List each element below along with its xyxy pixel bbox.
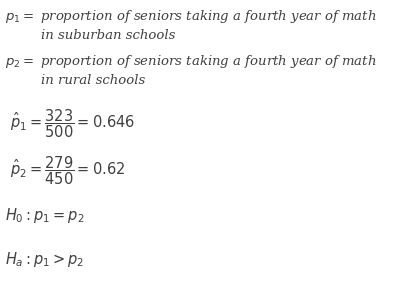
Text: $p_1 = $ proportion of seniors taking a fourth year of math: $p_1 = $ proportion of seniors taking a … <box>5 8 376 25</box>
Text: $p_2 = $ proportion of seniors taking a fourth year of math: $p_2 = $ proportion of seniors taking a … <box>5 53 376 70</box>
Text: $H_a : p_1 > p_2$: $H_a : p_1 > p_2$ <box>5 250 84 269</box>
Text: $\hat{p}_1 = \dfrac{323}{500} = 0.646$: $\hat{p}_1 = \dfrac{323}{500} = 0.646$ <box>10 108 135 140</box>
Text: $\hat{p}_2 = \dfrac{279}{450} = 0.62$: $\hat{p}_2 = \dfrac{279}{450} = 0.62$ <box>10 155 125 187</box>
Text: in rural schools: in rural schools <box>41 74 145 87</box>
Text: in suburban schools: in suburban schools <box>41 29 175 42</box>
Text: $H_0 : p_1 = p_2$: $H_0 : p_1 = p_2$ <box>5 206 84 225</box>
